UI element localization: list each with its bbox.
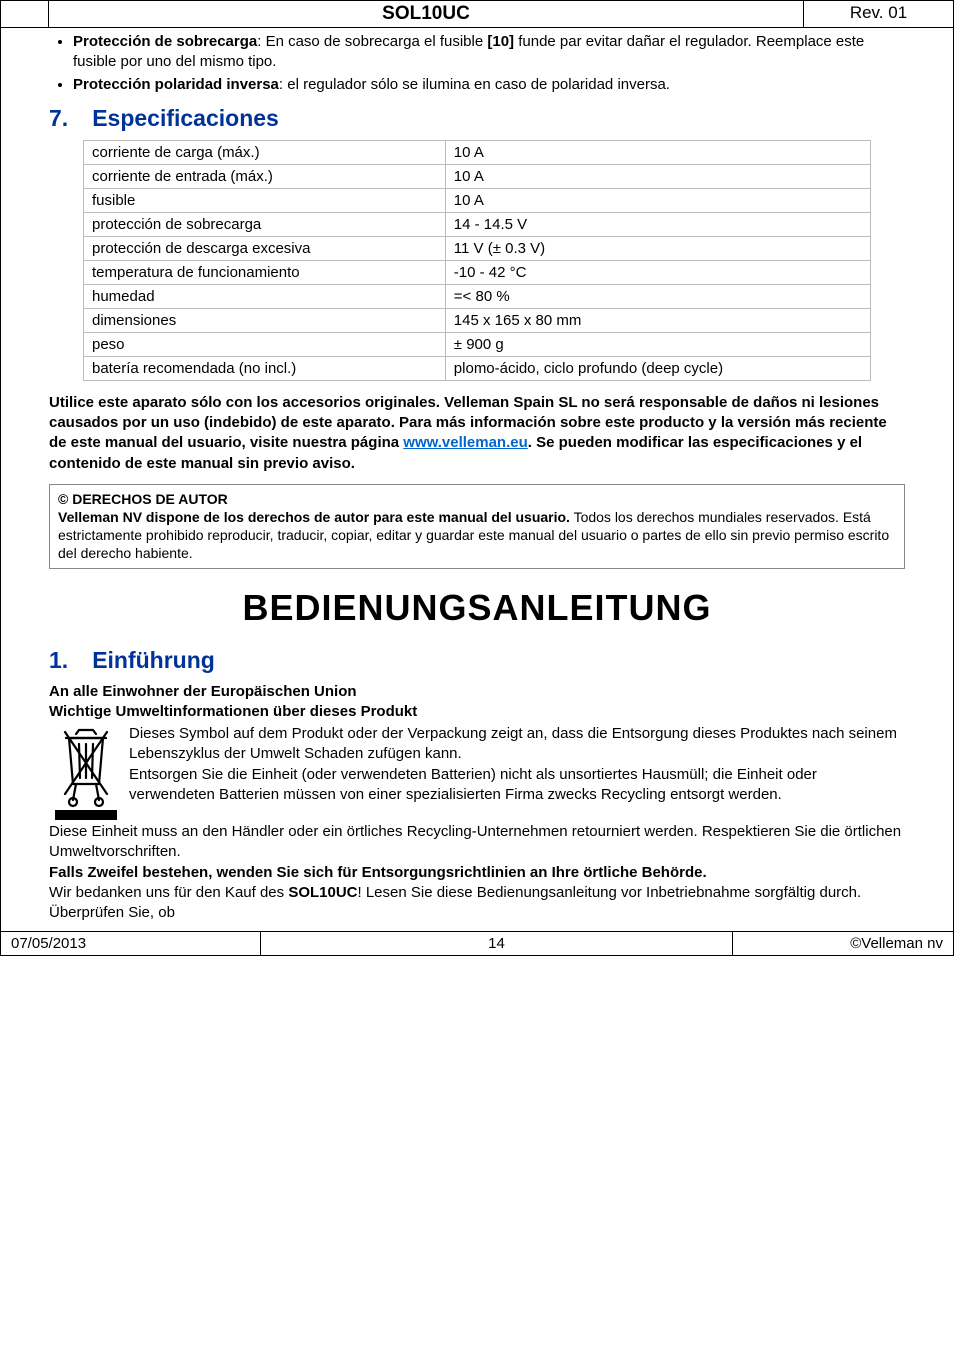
page-content: Protección de sobrecarga: En caso de sob… [1, 28, 953, 931]
table-cell: corriente de entrada (máx.) [84, 164, 446, 188]
section-number: 1. [49, 647, 68, 673]
table-row: protección de descarga excesiva11 V (± 0… [84, 236, 871, 260]
table-cell: 10 A [445, 188, 870, 212]
page-header: SOL10UC Rev. 01 [1, 1, 953, 28]
weee-text-1: Dieses Symbol auf dem Produkt oder der V… [129, 725, 897, 762]
table-cell: protección de sobrecarga [84, 212, 446, 236]
section-especificaciones: 7. Especificaciones [49, 105, 905, 132]
table-row: protección de sobrecarga14 - 14.5 V [84, 212, 871, 236]
table-cell: 10 A [445, 140, 870, 164]
copyright-sub: Velleman NV dispone de los derechos de a… [58, 509, 570, 525]
table-row: corriente de entrada (máx.)10 A [84, 164, 871, 188]
table-row: fusible10 A [84, 188, 871, 212]
header-gap [1, 1, 49, 27]
table-row: dimensiones145 x 165 x 80 mm [84, 308, 871, 332]
page-footer: 07/05/2013 14 ©Velleman nv [1, 931, 953, 955]
table-cell: humedad [84, 284, 446, 308]
table-row: corriente de carga (máx.)10 A [84, 140, 871, 164]
thanks-text: Wir bedanken uns für den Kauf des SOL10U… [49, 883, 905, 924]
table-cell: 10 A [445, 164, 870, 188]
table-cell: corriente de carga (máx.) [84, 140, 446, 164]
table-row: humedad=< 80 % [84, 284, 871, 308]
table-cell: peso [84, 332, 446, 356]
table-cell: =< 80 % [445, 284, 870, 308]
specifications-table: corriente de carga (máx.)10 Acorriente d… [83, 140, 871, 381]
table-cell: 14 - 14.5 V [445, 212, 870, 236]
table-cell: 145 x 165 x 80 mm [445, 308, 870, 332]
velleman-link[interactable]: www.velleman.eu [403, 434, 528, 451]
doc-code: SOL10UC [49, 1, 803, 27]
recycling-text: Diese Einheit muss an den Händler oder e… [49, 822, 905, 863]
table-cell: ± 900 g [445, 332, 870, 356]
section-number: 7. [49, 105, 68, 131]
accessories-warning: Utilice este aparato sólo con los acceso… [49, 393, 905, 474]
env-info-heading: Wichtige Umweltinformationen über dieses… [49, 702, 905, 722]
eu-residents-heading: An alle Einwohner der Europäischen Union [49, 682, 905, 702]
table-cell: temperatura de funcionamiento [84, 260, 446, 284]
table-cell: plomo-ácido, ciclo profundo (deep cycle) [445, 356, 870, 380]
table-cell: -10 - 42 °C [445, 260, 870, 284]
table-row: peso± 900 g [84, 332, 871, 356]
table-cell: 11 V (± 0.3 V) [445, 236, 870, 260]
german-doc-title: BEDIENUNGSANLEITUNG [49, 587, 905, 629]
thanks-pre: Wir bedanken uns für den Kauf des [49, 884, 288, 901]
table-row: batería recomendada (no incl.)plomo-ácid… [84, 356, 871, 380]
table-cell: protección de descarga excesiva [84, 236, 446, 260]
table-cell: batería recomendada (no incl.) [84, 356, 446, 380]
weee-bin-icon [49, 724, 123, 820]
weee-section: Dieses Symbol auf dem Produkt oder der V… [49, 724, 905, 820]
footer-page: 14 [261, 932, 733, 955]
section-title: Einführung [92, 647, 215, 673]
copyright-title: © DERECHOS DE AUTOR [58, 490, 896, 508]
copyright-box: © DERECHOS DE AUTOR Velleman NV dispone … [49, 484, 905, 569]
table-row: temperatura de funcionamiento-10 - 42 °C [84, 260, 871, 284]
section-einfuehrung: 1. Einführung [49, 647, 905, 674]
footer-copyright: ©Velleman nv [733, 932, 953, 955]
page-frame: SOL10UC Rev. 01 Protección de sobrecarga… [0, 0, 954, 956]
doubt-text: Falls Zweifel bestehen, wenden Sie sich … [49, 863, 905, 883]
weee-text-2: Entsorgen Sie die Einheit (oder verwende… [129, 766, 817, 803]
doc-revision: Rev. 01 [803, 1, 953, 27]
table-cell: dimensiones [84, 308, 446, 332]
bullet-item: Protección polaridad inversa: el regulad… [73, 75, 905, 95]
product-name: SOL10UC [288, 884, 357, 901]
table-cell: fusible [84, 188, 446, 212]
bullet-item: Protección de sobrecarga: En caso de sob… [73, 32, 905, 73]
section-title: Especificaciones [92, 105, 279, 131]
footer-date: 07/05/2013 [1, 932, 261, 955]
protection-bullets: Protección de sobrecarga: En caso de sob… [49, 32, 905, 95]
